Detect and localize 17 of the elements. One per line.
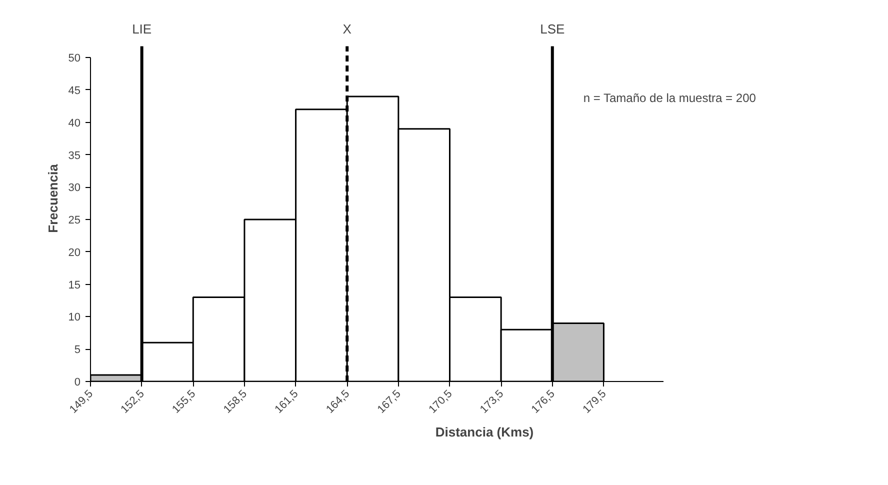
y-axis-title: Frecuencia: [45, 163, 60, 233]
ref-line-label: LIE: [132, 22, 152, 37]
y-tick-label: 40: [68, 117, 81, 130]
ref-line-label: X: [342, 22, 352, 37]
y-tick-label: 25: [68, 214, 81, 227]
y-tick-label: 50: [68, 52, 81, 65]
ref-line-label: LSE: [540, 22, 566, 37]
y-tick-label: 20: [68, 246, 81, 259]
y-tick-label: 10: [68, 312, 81, 324]
annotation: n = Tamaño de la muestra = 200: [583, 90, 756, 105]
y-tick-label: 35: [68, 150, 81, 162]
y-tick-label: 5: [74, 344, 81, 356]
y-tick-label: 30: [68, 182, 81, 194]
y-tick-label: 15: [68, 279, 81, 292]
x-axis-title: Distancia (Kms): [435, 424, 534, 440]
y-tick-label: 45: [68, 84, 81, 97]
y-tick-label: 0: [74, 376, 81, 388]
